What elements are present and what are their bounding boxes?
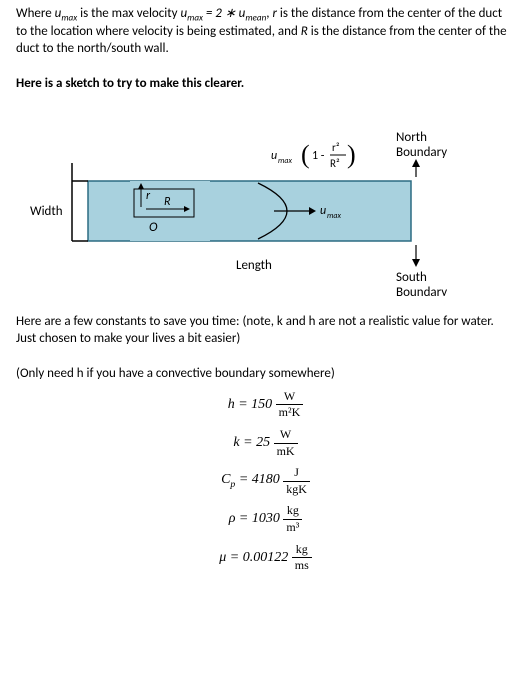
svg-text:1 -: 1 -: [312, 149, 325, 163]
svg-text:R²: R²: [330, 157, 340, 170]
svg-text:max: max: [278, 156, 292, 166]
svg-text:Width: Width: [30, 204, 63, 219]
var-R-big: R: [301, 24, 308, 39]
eq-rho: ρ = 1030 kg m³: [16, 503, 515, 535]
var-umax: umax: [55, 6, 78, 21]
intro-text-a: Where: [16, 6, 55, 21]
eq-h: h = 150 W m²K: [16, 389, 515, 421]
eq-cp: Cp = 4180 J kgK: [16, 465, 515, 497]
svg-text:South: South: [396, 270, 427, 285]
svg-text:North: North: [396, 130, 427, 145]
svg-text:u: u: [271, 149, 277, 163]
eq-umax-rel: umax = 2 ∗ umean: [180, 6, 266, 21]
constants-intro: Here are a few constants to save you tim…: [16, 314, 515, 348]
svg-text:Length: Length: [236, 258, 272, 273]
svg-text:Boundary: Boundary: [396, 145, 447, 160]
velocity-profile-diagram: r R O Width u max u max ( 1 - r² R² ) No…: [16, 111, 516, 296]
svg-text:): ): [347, 140, 356, 169]
svg-text:R: R: [164, 195, 171, 209]
constants-note: (Only need h if you have a convective bo…: [16, 366, 515, 383]
svg-text:max: max: [327, 211, 341, 221]
eq-k: k = 25 W mK: [16, 427, 515, 459]
svg-text:u: u: [320, 204, 326, 218]
svg-text:(: (: [301, 140, 310, 169]
intro-paragraph: Where umax is the max velocity umax = 2 …: [16, 6, 515, 58]
sketch-intro: Here is a sketch to try to make this cle…: [16, 76, 515, 93]
eq-mu: μ = 0.00122 kg ms: [16, 542, 515, 574]
svg-text:Boundary: Boundary: [396, 285, 447, 296]
svg-text:r²: r²: [332, 141, 340, 154]
intro-text-b: is the max velocity: [77, 6, 180, 21]
svg-text:O: O: [149, 220, 158, 235]
